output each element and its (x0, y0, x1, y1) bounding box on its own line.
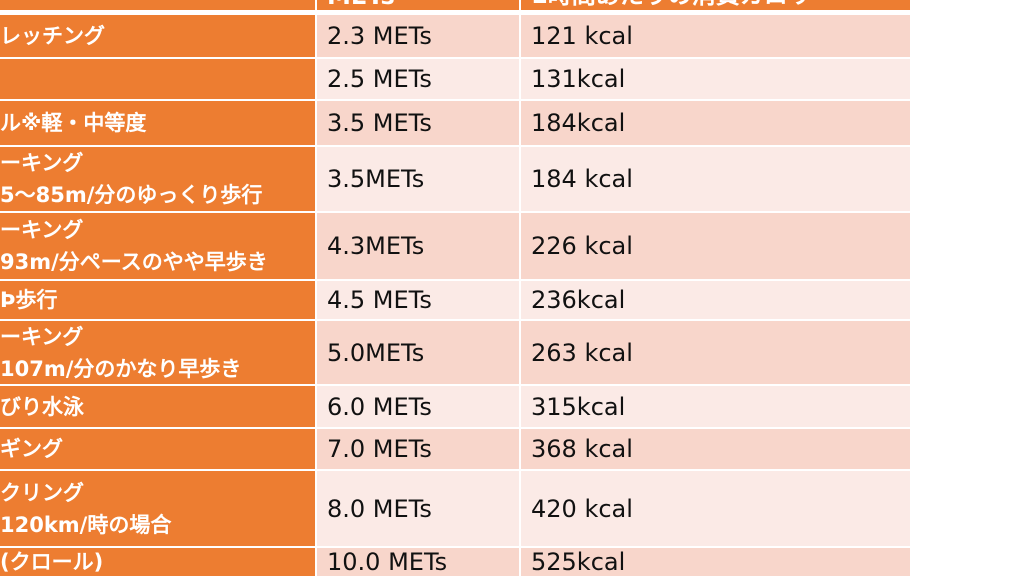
mets-cell: 8.0 METs (315, 471, 519, 546)
activity-text: 93m/分ペースのやや早歩き (0, 250, 268, 274)
activity-text: ーキング (0, 324, 84, 349)
mets-cell: 4.5 METs (315, 281, 519, 319)
table-row: (クロール) 10.0 METs 525kcal (0, 546, 910, 576)
activity-cell: ギング (0, 429, 315, 469)
table-row: ーキング 5～85m/分のゆっくり歩行 3.5METs 184 kcal (0, 145, 910, 211)
calories-cell: 184kcal (519, 101, 910, 145)
mets-cell: 7.0 METs (315, 429, 519, 469)
activity-text: ギング (0, 437, 63, 461)
activity-cell: クリング 120km/時の場合 (0, 471, 315, 546)
activity-cell: ーキング 5～85m/分のゆっくり歩行 (0, 147, 315, 211)
activity-text: ーキング (0, 151, 84, 175)
activity-text: 107m/分のかなり早歩き (0, 356, 242, 381)
calories-cell: 121 kcal (519, 15, 910, 57)
activity-text: ル※軽・中等度 (0, 111, 147, 135)
activity-text: 5～85m/分のゆっくり歩行 (0, 183, 263, 207)
calories-cell: 131kcal (519, 59, 910, 99)
table-row: Þ歩行 4.5 METs 236kcal (0, 279, 910, 319)
header-activity (0, 0, 315, 10)
mets-cell: 3.5METs (315, 147, 519, 211)
mets-cell: 10.0 METs (315, 548, 519, 576)
mets-cell: 6.0 METs (315, 386, 519, 427)
table-row: レッチング 2.3 METs 121 kcal (0, 13, 910, 57)
mets-cell: 4.3METs (315, 213, 519, 279)
activity-text: Þ歩行 (0, 288, 58, 312)
header-calories: 1時間あたりの消費カロリー (519, 0, 910, 10)
mets-cell: 2.5 METs (315, 59, 519, 99)
mets-cell: 3.5 METs (315, 101, 519, 145)
calories-cell: 226 kcal (519, 213, 910, 279)
activity-cell: びり水泳 (0, 386, 315, 427)
activity-text: レッチング (0, 24, 105, 48)
calories-cell: 236kcal (519, 281, 910, 319)
activity-cell: ーキング 107m/分のかなり早歩き (0, 321, 315, 384)
activity-cell: ル※軽・中等度 (0, 101, 315, 145)
table-row: ル※軽・中等度 3.5 METs 184kcal (0, 99, 910, 145)
activity-text: (クロール) (0, 550, 104, 574)
activity-cell (0, 59, 315, 99)
mets-cell: 2.3 METs (315, 15, 519, 57)
activity-text: クリング (0, 480, 84, 505)
activity-cell: ーキング 93m/分ペースのやや早歩き (0, 213, 315, 279)
activity-cell: Þ歩行 (0, 281, 315, 319)
calories-cell: 263 kcal (519, 321, 910, 384)
activity-cell: レッチング (0, 15, 315, 57)
calories-cell: 525kcal (519, 548, 910, 576)
activity-text: 120km/時の場合 (0, 512, 172, 537)
table-row: クリング 120km/時の場合 8.0 METs 420 kcal (0, 469, 910, 546)
table-row: 2.5 METs 131kcal (0, 57, 910, 99)
calories-cell: 368 kcal (519, 429, 910, 469)
calories-cell: 315kcal (519, 386, 910, 427)
mets-cell: 5.0METs (315, 321, 519, 384)
activity-text: ーキング (0, 218, 84, 242)
activity-cell: (クロール) (0, 548, 315, 576)
header-mets: METs (315, 0, 519, 10)
calories-cell: 420 kcal (519, 471, 910, 546)
table-row: ギング 7.0 METs 368 kcal (0, 427, 910, 469)
table-row: ーキング 93m/分ペースのやや早歩き 4.3METs 226 kcal (0, 211, 910, 279)
table-row: ーキング 107m/分のかなり早歩き 5.0METs 263 kcal (0, 319, 910, 384)
activity-text: びり水泳 (0, 394, 84, 419)
table-row: びり水泳 6.0 METs 315kcal (0, 384, 910, 427)
table-header-row: METs1時間あたりの消費カロリー (0, 0, 910, 13)
calories-cell: 184 kcal (519, 147, 910, 211)
